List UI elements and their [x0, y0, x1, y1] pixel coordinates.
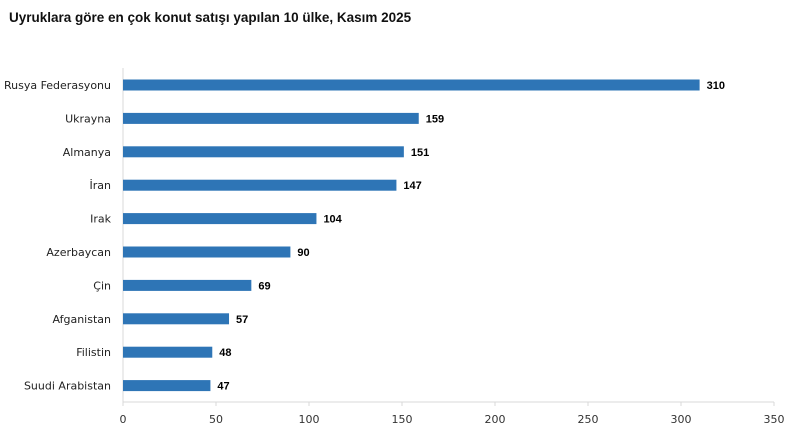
bar: [123, 346, 213, 358]
bar: [123, 380, 211, 392]
bar: [123, 246, 291, 258]
bar: [123, 313, 230, 325]
category-label: Çin: [93, 279, 111, 292]
x-tick-label: 0: [120, 413, 127, 426]
category-label: Almanya: [63, 146, 111, 159]
category-label: Ukrayna: [65, 112, 111, 125]
chart-title: Uyruklara göre en çok konut satışı yapıl…: [9, 10, 412, 25]
value-label: 57: [236, 314, 248, 326]
bar: [123, 279, 252, 291]
category-label: Suudi Arabistan: [24, 380, 111, 393]
category-label: Afganistan: [52, 313, 111, 326]
value-label: 47: [217, 381, 229, 393]
x-tick-label: 200: [485, 413, 506, 426]
x-tick-label: 350: [764, 413, 785, 426]
x-tick-label: 300: [671, 413, 692, 426]
category-label: Irak: [90, 213, 112, 226]
category-label: Rusya Federasyonu: [4, 79, 111, 92]
value-label: 159: [426, 113, 444, 125]
category-label: Filistin: [76, 346, 111, 359]
bar: [123, 179, 397, 191]
x-tick-label: 50: [209, 413, 223, 426]
value-label: 151: [411, 147, 429, 159]
bar: [123, 112, 419, 124]
bar: [123, 213, 317, 225]
x-tick-label: 100: [299, 413, 320, 426]
category-label: İran: [90, 179, 112, 192]
value-label: 90: [297, 247, 309, 259]
x-tick-label: 250: [578, 413, 599, 426]
value-label: 147: [403, 180, 421, 192]
value-label: 310: [707, 80, 725, 92]
x-tick-label: 150: [392, 413, 413, 426]
bar: [123, 79, 700, 91]
value-label: 104: [323, 214, 342, 226]
value-label: 48: [219, 347, 231, 359]
bar: [123, 146, 404, 158]
value-label: 69: [258, 280, 270, 292]
category-label: Azerbaycan: [46, 246, 111, 259]
